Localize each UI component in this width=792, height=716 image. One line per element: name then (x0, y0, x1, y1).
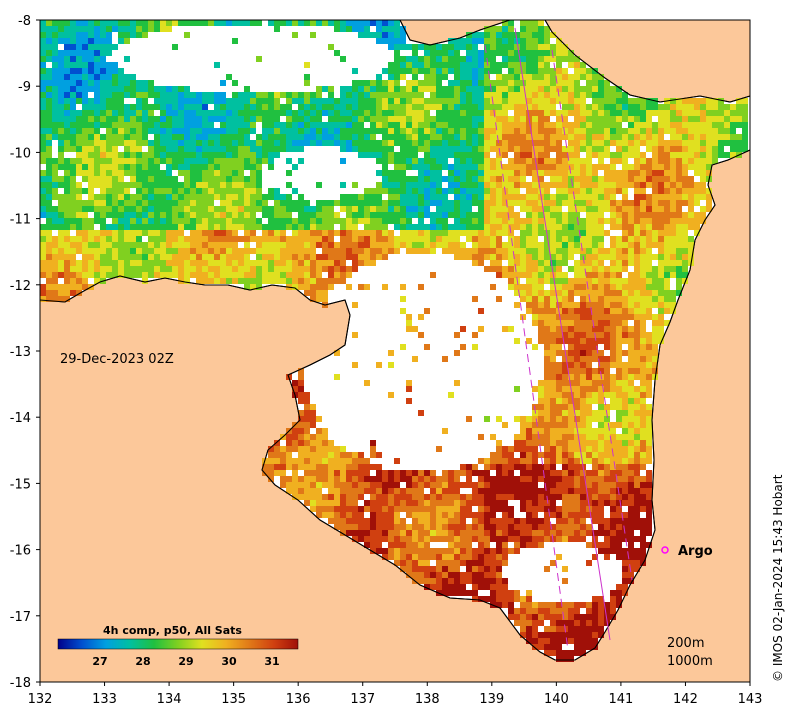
colorbar-tick-label: 27 (92, 655, 107, 668)
y-tick-label: -14 (10, 411, 31, 426)
x-tick-label: 134 (157, 692, 182, 707)
x-tick-label: 137 (350, 692, 375, 707)
x-tick-label: 141 (608, 692, 633, 707)
colorbar-title: 4h comp, p50, All Sats (103, 624, 242, 637)
argo-label: Argo (678, 544, 713, 559)
y-tick-label: -12 (10, 279, 31, 294)
colorbar-tick-label: 28 (135, 655, 150, 668)
colorbar: 4h comp, p50, All Sats 27 28 29 30 31 (57, 624, 299, 668)
sst-data-layer (40, 20, 748, 662)
x-tick-label: 140 (544, 692, 569, 707)
x-tick-label: 133 (92, 692, 117, 707)
depth-label-1000m: 1000m (667, 654, 713, 669)
y-axis: -8 -9 -10 -11 -12 -13 -14 -15 -16 -17 -18 (10, 14, 40, 691)
coastline (40, 20, 750, 661)
x-tick-label: 135 (221, 692, 246, 707)
colorbar-tick-label: 29 (178, 655, 193, 668)
x-axis: 132 133 134 135 136 137 138 139 140 141 142 143 (28, 682, 763, 707)
colorbar-tick-label: 30 (221, 655, 237, 668)
y-tick-label: -13 (10, 345, 31, 360)
y-tick-label: -15 (10, 477, 31, 492)
x-tick-label: 132 (28, 692, 53, 707)
swath-edge-line (551, 49, 633, 581)
swath-center-line (514, 27, 611, 641)
y-tick-label: -10 (10, 146, 31, 161)
y-tick-label: -16 (10, 544, 31, 559)
depth-label-200m: 200m (667, 636, 704, 651)
colorbar-tick-label: 31 (264, 655, 279, 668)
y-tick-label: -17 (10, 610, 31, 625)
x-tick-label: 142 (673, 692, 698, 707)
y-tick-label: -18 (10, 676, 31, 691)
colorbar-gradient (57, 638, 299, 650)
argo-marker (661, 546, 669, 554)
x-tick-label: 136 (286, 692, 311, 707)
x-tick-label: 138 (415, 692, 440, 707)
y-tick-label: -11 (10, 213, 31, 228)
x-tick-label: 143 (738, 692, 763, 707)
y-tick-label: -9 (18, 80, 31, 95)
y-tick-label: -8 (18, 14, 31, 29)
credit-text: © IMOS 02-Jan-2024 15:43 Hobart (771, 474, 785, 682)
x-tick-label: 139 (479, 692, 504, 707)
swath-edge-line (484, 44, 569, 651)
date-label: 29-Dec-2023 02Z (60, 352, 174, 367)
